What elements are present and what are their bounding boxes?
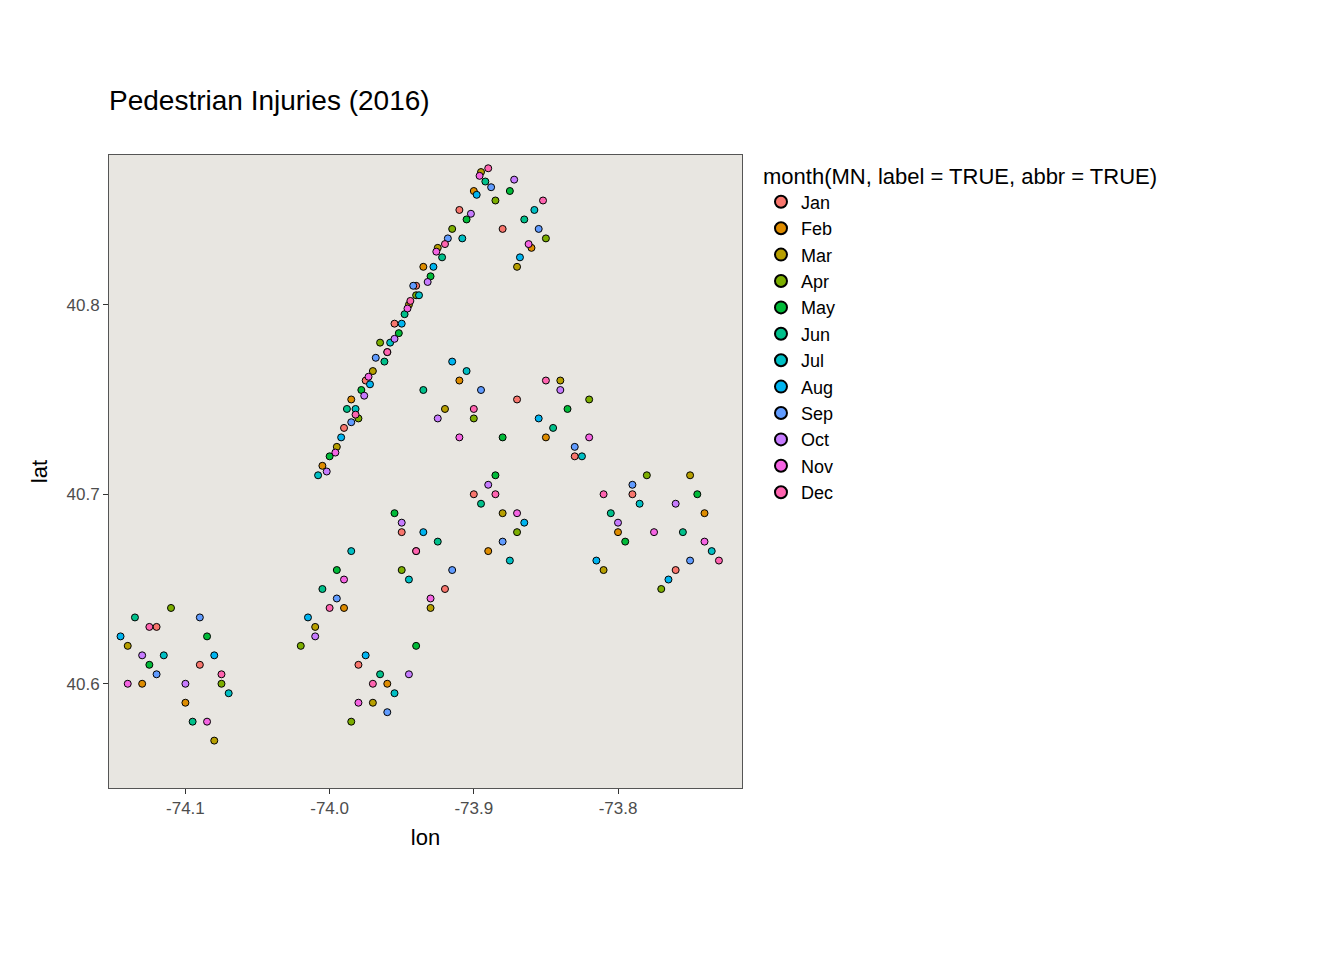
svg-text:-74.0: -74.0 [310, 799, 349, 818]
svg-text:-74.1: -74.1 [166, 799, 205, 818]
svg-text:Pedestrian Injuries (2016): Pedestrian Injuries (2016) [109, 85, 430, 116]
svg-text:Nov: Nov [801, 457, 833, 477]
svg-text:May: May [801, 298, 835, 318]
svg-text:Jan: Jan [801, 193, 830, 213]
svg-text:-73.8: -73.8 [599, 799, 638, 818]
svg-text:-73.9: -73.9 [454, 799, 493, 818]
svg-text:Apr: Apr [801, 272, 829, 292]
svg-text:40.8: 40.8 [67, 296, 100, 315]
svg-text:month(MN, label = TRUE, abbr =: month(MN, label = TRUE, abbr = TRUE) [763, 164, 1157, 189]
svg-text:Aug: Aug [801, 378, 833, 398]
svg-text:lat: lat [27, 460, 52, 483]
svg-text:lon: lon [411, 825, 440, 850]
svg-text:Oct: Oct [801, 430, 829, 450]
svg-text:Jul: Jul [801, 351, 824, 371]
svg-text:Dec: Dec [801, 483, 833, 503]
svg-text:Jun: Jun [801, 325, 830, 345]
svg-text:Feb: Feb [801, 219, 832, 239]
svg-text:40.7: 40.7 [67, 485, 100, 504]
svg-text:Sep: Sep [801, 404, 833, 424]
svg-text:Mar: Mar [801, 246, 832, 266]
svg-text:40.6: 40.6 [67, 675, 100, 694]
